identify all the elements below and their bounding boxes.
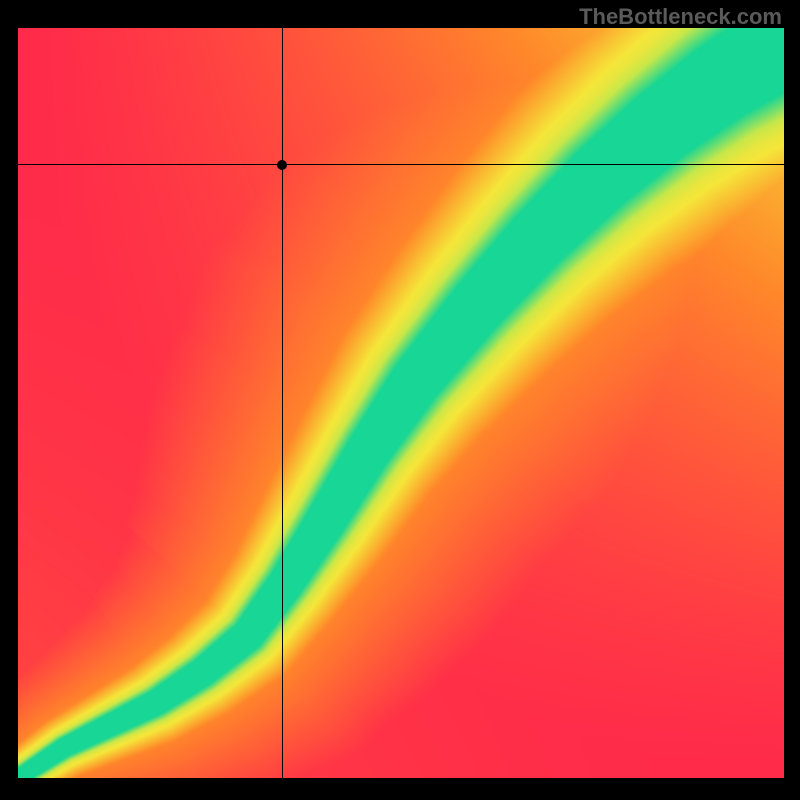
selected-point-marker [277, 160, 287, 170]
crosshair-horizontal [18, 164, 784, 165]
watermark-text: TheBottleneck.com [579, 4, 782, 30]
chart-container: TheBottleneck.com [0, 0, 800, 800]
crosshair-vertical [282, 28, 283, 778]
bottleneck-heatmap [18, 28, 784, 778]
